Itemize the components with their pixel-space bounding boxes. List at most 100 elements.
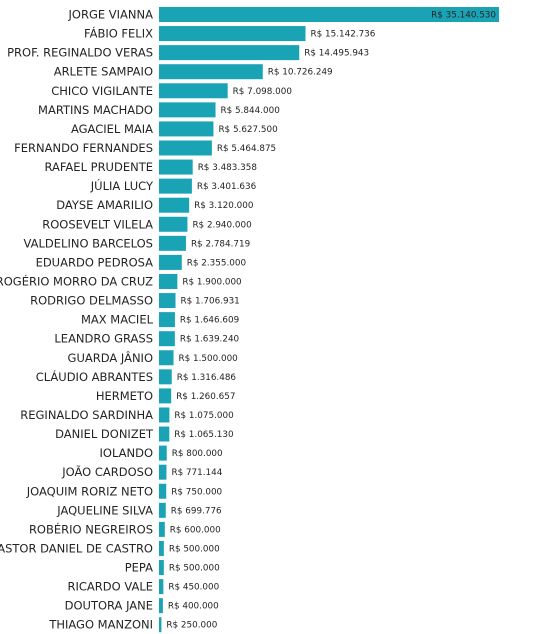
value-label: R$ 5.464.875 [217, 144, 276, 154]
bar[interactable] [159, 483, 167, 499]
value-label: R$ 771.144 [171, 468, 222, 478]
category-label: REGINALDO SARDINHA [20, 408, 153, 422]
bar[interactable] [159, 254, 182, 270]
category-label: PEPA [125, 561, 153, 575]
category-label: PROF. REGINALDO VERAS [7, 46, 153, 60]
bar[interactable] [159, 121, 214, 137]
bar[interactable] [159, 350, 174, 366]
value-label: R$ 1.075.000 [174, 411, 234, 421]
bar[interactable] [159, 464, 167, 480]
value-label: R$ 1.639.240 [180, 335, 240, 345]
bar[interactable] [159, 235, 186, 251]
value-label: R$ 1.646.609 [180, 316, 239, 326]
bar[interactable] [159, 178, 192, 194]
value-label: R$ 1.706.931 [181, 297, 240, 307]
value-label: R$ 3.120.000 [194, 201, 254, 211]
value-label: R$ 7.098.000 [233, 87, 293, 97]
value-label: R$ 500.000 [169, 544, 220, 554]
category-label: DANIEL DONIZET [55, 427, 154, 441]
value-label: R$ 1.500.000 [179, 354, 239, 364]
category-label: AGACIEL MAIA [71, 122, 153, 136]
value-label: R$ 2.355.000 [187, 258, 247, 268]
value-label: R$ 1.065.130 [174, 430, 234, 440]
bar[interactable] [159, 426, 170, 442]
value-label: R$ 1.260.657 [176, 392, 235, 402]
bar[interactable] [159, 521, 165, 537]
category-label: LEANDRO GRASS [54, 332, 153, 346]
value-label: R$ 600.000 [170, 525, 221, 535]
bar[interactable] [159, 598, 163, 614]
value-label: R$ 250.000 [166, 621, 217, 631]
value-label: R$ 10.726.249 [268, 68, 333, 78]
value-label: R$ 2.940.000 [192, 220, 252, 230]
bar[interactable] [159, 312, 175, 328]
category-label: RICARDO VALE [67, 580, 153, 594]
value-label: R$ 5.627.500 [218, 125, 278, 135]
value-label: R$ 14.495.943 [304, 49, 369, 59]
category-label: DOUTORA JANE [65, 599, 153, 613]
value-label: R$ 2.784.719 [191, 239, 250, 249]
category-label: IOLANDO [100, 446, 154, 460]
bar[interactable] [159, 159, 193, 175]
bar[interactable] [159, 197, 190, 213]
category-label: JOAQUIM RORIZ NETO [26, 484, 153, 498]
value-label: R$ 500.000 [169, 564, 220, 574]
category-label: HERMETO [96, 389, 153, 403]
category-label: GUARDA JÂNIO [68, 350, 153, 365]
bar[interactable] [159, 140, 212, 156]
value-label: R$ 699.776 [171, 506, 222, 516]
bar[interactable] [159, 617, 162, 633]
bar[interactable] [159, 216, 188, 232]
bar[interactable] [159, 407, 170, 423]
value-label: R$ 3.401.636 [197, 182, 257, 192]
bar[interactable] [159, 293, 176, 309]
category-label: RODRIGO DELMASSO [30, 294, 153, 308]
category-label: CLÁUDIO ABRANTES [36, 369, 153, 384]
bar[interactable] [159, 579, 164, 595]
bar[interactable] [159, 369, 172, 385]
category-label: JORGE VIANNA [68, 8, 154, 22]
value-label: R$ 1.316.486 [177, 373, 237, 383]
category-label: THIAGO MANZONI [48, 618, 153, 632]
category-label: JAQUELINE SILVA [56, 503, 153, 517]
value-label: R$ 3.483.358 [198, 163, 257, 173]
category-label: ROOSEVELT VILELA [42, 217, 153, 231]
category-label: MAX MACIEL [81, 313, 154, 327]
bar[interactable] [159, 83, 228, 99]
value-label: R$ 15.142.736 [311, 30, 376, 40]
category-label: CHICO VIGILANTE [51, 84, 153, 98]
category-label: DAYSE AMARILIO [56, 198, 153, 212]
category-label: MARTINS MACHADO [38, 103, 153, 117]
bar[interactable] [159, 26, 306, 42]
value-label: R$ 5.844.000 [221, 106, 281, 116]
category-label: ARLETE SAMPAIO [54, 65, 153, 79]
category-label: PASTOR DANIEL DE CASTRO [0, 541, 153, 555]
bar[interactable] [159, 45, 300, 61]
value-label: R$ 400.000 [168, 602, 219, 612]
value-label: R$ 450.000 [168, 583, 219, 593]
value-label: R$ 1.900.000 [182, 277, 242, 287]
category-label: JÚLIA LUCY [90, 178, 154, 193]
bar[interactable] [159, 388, 172, 404]
bar[interactable] [159, 7, 499, 22]
category-label: RAFAEL PRUDENTE [44, 160, 153, 174]
value-label: R$ 35.140.530 [431, 11, 496, 21]
bar[interactable] [159, 502, 166, 518]
bar[interactable] [159, 102, 216, 118]
bar[interactable] [159, 445, 167, 461]
category-label: ROBÉRIO NEGREIROS [29, 521, 153, 536]
category-label: VALDELINO BARCELOS [24, 236, 153, 250]
category-label: ROGÉRIO MORRO DA CRUZ [0, 273, 153, 288]
bar[interactable] [159, 273, 178, 289]
bar[interactable] [159, 560, 164, 576]
bar[interactable] [159, 540, 164, 556]
category-label: JOÃO CARDOSO [61, 464, 153, 479]
bar[interactable] [159, 331, 175, 347]
category-label: FÁBIO FELIX [84, 26, 153, 41]
category-label: FERNANDO FERNANDES [14, 141, 153, 155]
category-label: EDUARDO PEDROSA [36, 255, 154, 269]
value-label: R$ 750.000 [171, 487, 222, 497]
bar[interactable] [159, 64, 263, 80]
value-label: R$ 800.000 [172, 449, 223, 459]
